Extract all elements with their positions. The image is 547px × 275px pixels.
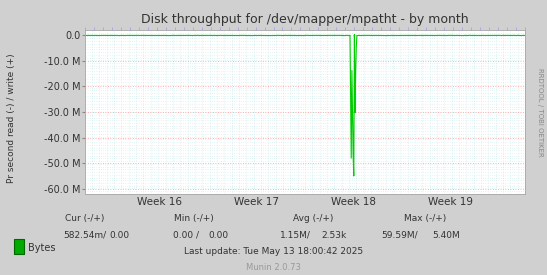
Text: 59.59M/: 59.59M/ <box>381 231 417 240</box>
Text: Munin 2.0.73: Munin 2.0.73 <box>246 263 301 272</box>
Text: Bytes: Bytes <box>28 243 56 253</box>
Text: 1.15M/: 1.15M/ <box>280 231 311 240</box>
Text: RRDTOOL / TOBI OETIKER: RRDTOOL / TOBI OETIKER <box>537 68 543 157</box>
Text: Min (-/+): Min (-/+) <box>174 214 214 223</box>
Text: Max (-/+): Max (-/+) <box>404 214 446 223</box>
Text: Cur (-/+): Cur (-/+) <box>65 214 104 223</box>
Text: Last update: Tue May 13 18:00:42 2025: Last update: Tue May 13 18:00:42 2025 <box>184 248 363 256</box>
Text: 0.00: 0.00 <box>209 231 229 240</box>
Text: 0.00: 0.00 <box>109 231 129 240</box>
Title: Disk throughput for /dev/mapper/mpatht - by month: Disk throughput for /dev/mapper/mpatht -… <box>141 13 469 26</box>
Text: 0.00 /: 0.00 / <box>173 231 199 240</box>
Text: Pr second read (-) / write (+): Pr second read (-) / write (+) <box>7 53 15 183</box>
Text: 582.54m/: 582.54m/ <box>63 231 106 240</box>
Text: Avg (-/+): Avg (-/+) <box>293 214 333 223</box>
Text: 2.53k: 2.53k <box>321 231 346 240</box>
Text: 5.40M: 5.40M <box>432 231 459 240</box>
